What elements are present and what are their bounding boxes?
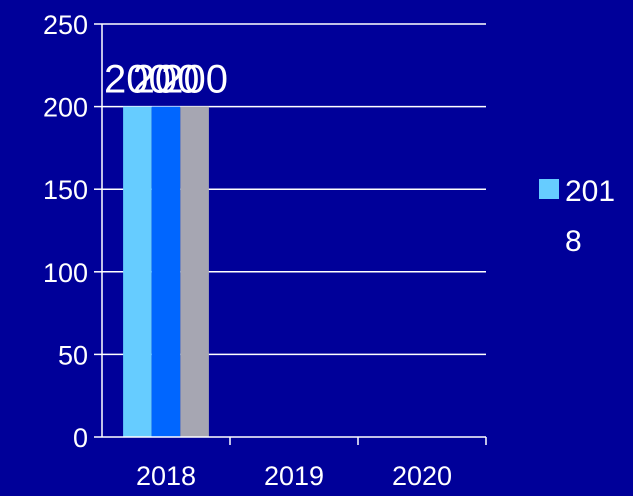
legend: 201 8 <box>539 175 615 258</box>
data-label: 200 <box>161 58 228 102</box>
y-tick-label: 0 <box>73 423 88 453</box>
axes <box>101 24 486 438</box>
legend-swatch <box>539 179 559 199</box>
bars <box>123 106 209 437</box>
y-tick-labels: 0 50 100 150 200 250 <box>43 10 102 453</box>
y-tick-label: 50 <box>58 340 88 370</box>
x-tick-label: 2019 <box>264 461 324 491</box>
legend-label-line-1: 201 <box>565 175 615 208</box>
data-label: 200 <box>104 58 171 102</box>
x-tick-labels: 2018 2019 2020 <box>136 437 487 491</box>
y-tick-label: 100 <box>43 258 88 288</box>
x-tick-label: 2018 <box>136 461 196 491</box>
y-tick-label: 250 <box>43 10 88 40</box>
bar <box>180 106 209 437</box>
bar <box>151 106 181 437</box>
y-tick-label: 200 <box>43 93 88 123</box>
x-tick-label: 2020 <box>392 461 452 491</box>
y-tick-label: 150 <box>43 175 88 205</box>
data-label: 200 <box>133 58 200 102</box>
bar <box>123 106 152 437</box>
legend-label-line-2: 8 <box>565 225 582 258</box>
